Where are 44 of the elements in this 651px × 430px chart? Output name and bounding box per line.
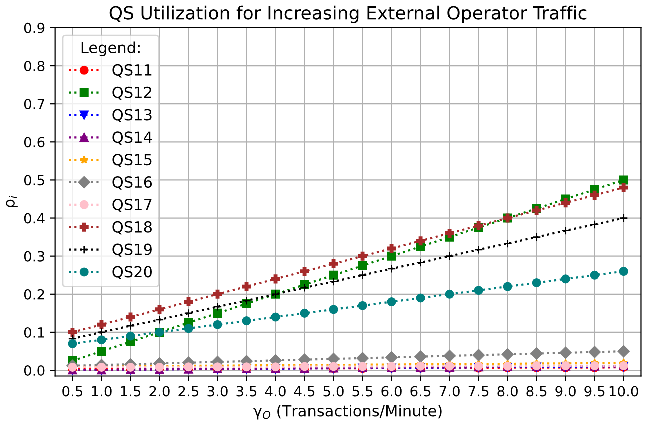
x-tick-label: 1.0 (92, 386, 112, 397)
x-tick-label: 6.0 (382, 386, 402, 397)
y-tick-label: 0.0 (24, 366, 45, 376)
x-tick-label: 8.5 (526, 386, 547, 397)
y-tick-label: 0.7 (24, 99, 44, 110)
y-tick-label: 0.5 (24, 175, 44, 186)
y-tick-label: 0.6 (24, 137, 45, 148)
chart-title: QS Utilization for Increasing External Operator Traffic (110, 6, 587, 24)
legend-label: QS11 (112, 64, 152, 78)
x-axis-title: γ$_{O}$ (Transactions/Minute) (254, 404, 442, 420)
y-tick-label: 0.4 (24, 213, 45, 224)
y-tick-label: 0.3 (24, 251, 44, 262)
y-tick-label: 0.1 (24, 327, 44, 338)
x-tick-label: 1.5 (121, 386, 141, 397)
x-tick-label: 9.0 (556, 386, 576, 397)
y-axis-title: ρ$_{i}$ (6, 196, 18, 208)
legend-label: QS16 (112, 176, 152, 190)
legend-label: QS20 (112, 266, 152, 280)
legend-title: Legend: (82, 42, 140, 56)
x-tick-label: 3.0 (208, 386, 228, 397)
x-tick-label: 7.5 (468, 386, 489, 397)
legend-label: QS19 (112, 244, 152, 258)
x-tick-label: 0.5 (62, 386, 83, 397)
legend-label: QS18 (112, 221, 152, 235)
x-tick-label: 7.0 (440, 386, 460, 397)
x-tick-label: 8.0 (498, 386, 518, 397)
y-tick-label: 0.9 (24, 22, 45, 34)
x-tick-label: 5.5 (352, 386, 373, 397)
x-tick-label: 2.0 (150, 386, 170, 397)
y-tick-label: 0.2 (24, 289, 44, 300)
legend-label: QS15 (112, 154, 152, 168)
x-tick-label: 5.0 (324, 386, 344, 397)
x-tick-label: 4.5 (294, 386, 315, 397)
x-tick-label: 3.5 (236, 386, 257, 397)
legend-label: QS12 (112, 86, 152, 100)
x-tick-label: 10.0 (610, 386, 638, 397)
legend-label: QS13 (112, 109, 152, 123)
x-tick-label: 4.0 (265, 386, 286, 397)
x-tick-label: 9.5 (584, 386, 605, 397)
legend-label: QS17 (112, 198, 152, 212)
legend-label: QS14 (112, 132, 152, 145)
x-tick-label: 2.5 (178, 386, 199, 397)
y-tick-label: 0.8 (24, 60, 45, 72)
x-tick-label: 6.5 (410, 386, 431, 397)
